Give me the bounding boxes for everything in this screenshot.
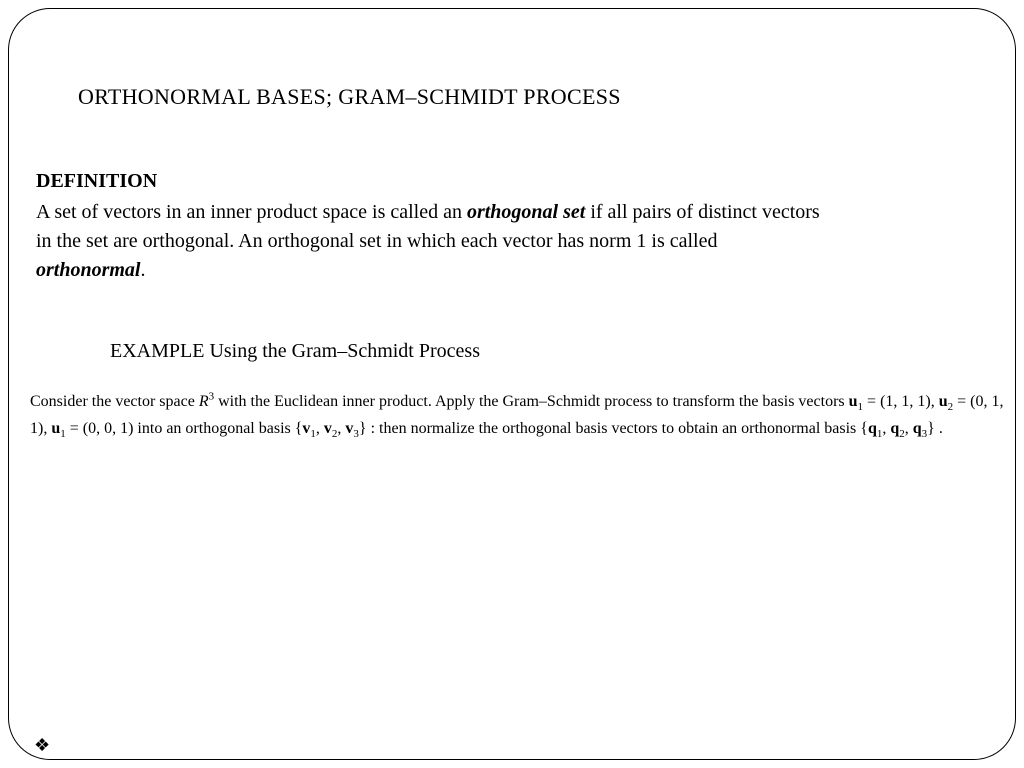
example-text-2: with the Euclidean inner product. Apply … [214, 393, 849, 410]
symbol-u3-val: = (0, 0, 1) [66, 420, 134, 437]
definition-body: A set of vectors in an inner product spa… [36, 198, 996, 285]
definition-text-1b: if all pairs of distinct vectors [585, 201, 819, 223]
slide-title: ORTHONORMAL BASES; GRAM–SCHMIDT PROCESS [78, 84, 621, 110]
symbol-u1: u [849, 393, 858, 410]
symbol-R: R [199, 393, 209, 410]
symbol-u1-val: = (1, 1, 1) [863, 393, 931, 410]
sep-6: , [905, 420, 913, 437]
bullet-icon: ❖ [34, 735, 50, 756]
definition-heading: DEFINITION [36, 170, 157, 193]
close-q: } . [927, 420, 943, 437]
example-text-3: into an orthogonal basis { [133, 420, 302, 437]
definition-text-2: in the set are orthogonal. An orthogonal… [36, 230, 717, 252]
slide-border [8, 8, 1016, 760]
definition-text-1a: A set of vectors in an inner product spa… [36, 201, 467, 223]
symbol-v2: v [324, 420, 332, 437]
symbol-q1: q [868, 420, 877, 437]
symbol-q3: q [913, 420, 922, 437]
definition-term-orthogonal-set: orthogonal set [467, 201, 585, 223]
symbol-u3: u [51, 420, 60, 437]
symbol-q2: q [890, 420, 899, 437]
definition-term-orthonormal: orthonormal [36, 259, 140, 281]
example-text-1: Consider the vector space [30, 393, 199, 410]
definition-text-3: . [140, 259, 145, 281]
example-body: Consider the vector space R3 with the Eu… [30, 388, 1010, 442]
example-text-4: : then normalize the orthogonal basis ve… [371, 420, 868, 437]
symbol-u2: u [939, 393, 948, 410]
sep-1: , [931, 393, 939, 410]
close-v: } [359, 420, 371, 437]
example-heading: EXAMPLE Using the Gram–Schmidt Process [110, 340, 480, 363]
slide: ORTHONORMAL BASES; GRAM–SCHMIDT PROCESS … [0, 0, 1024, 768]
sep-3: , [316, 420, 324, 437]
